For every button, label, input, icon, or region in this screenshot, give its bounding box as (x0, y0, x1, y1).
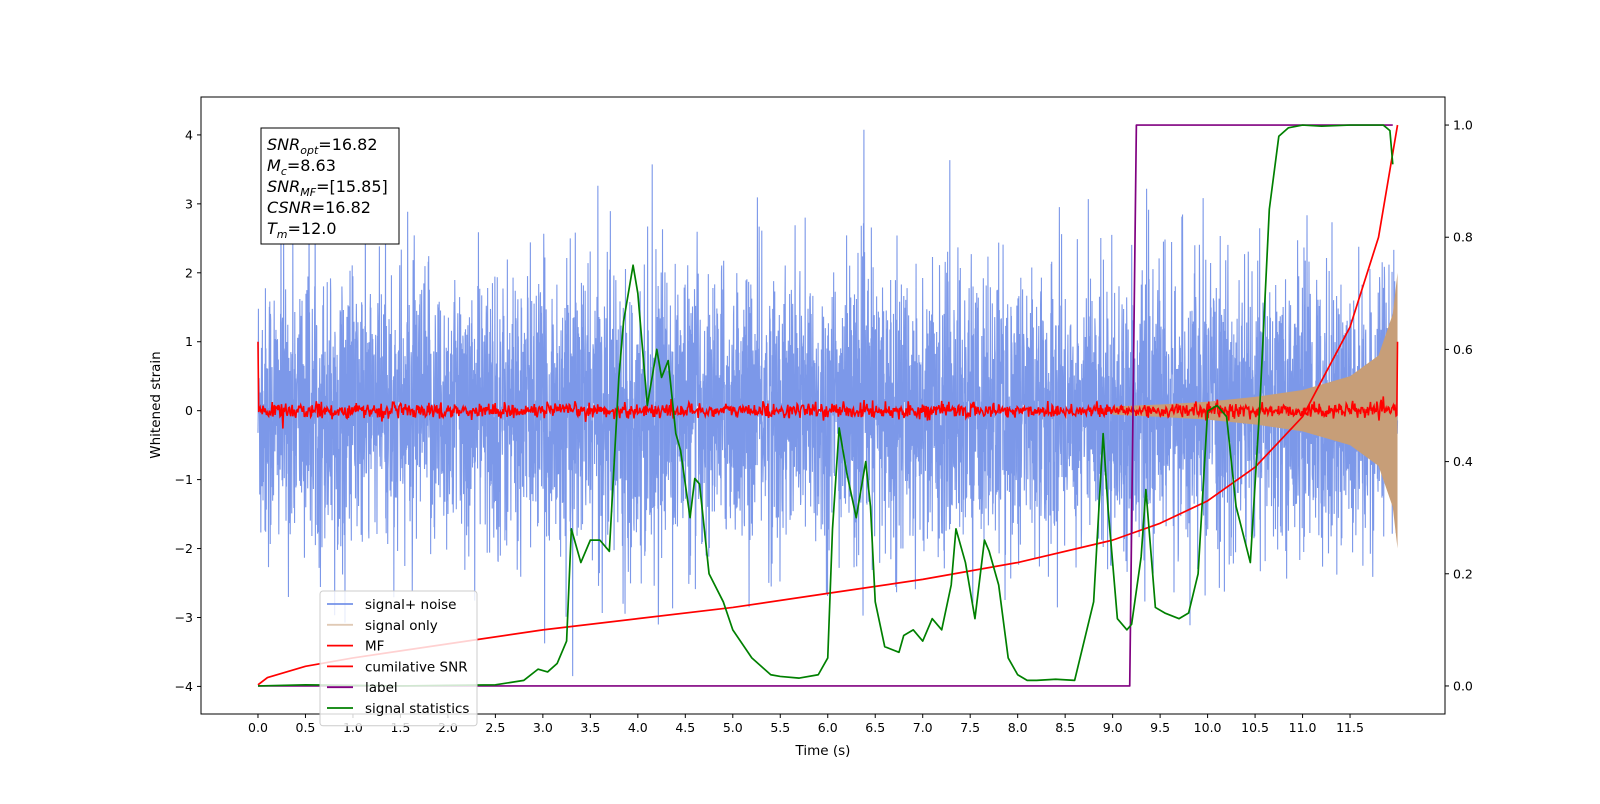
x-tick-label: 4.0 (628, 720, 648, 735)
x-tick-label: 3.0 (533, 720, 553, 735)
x-tick-label: 5.0 (723, 720, 743, 735)
y-tick-label: −3 (175, 610, 193, 625)
annotation-box-frame (260, 127, 400, 245)
plot-frame (200, 96, 1446, 715)
annotation-line: SNRopt=16.82 (267, 135, 378, 157)
x-tick-label: 9.0 (1103, 720, 1123, 735)
y-tick-label: −1 (175, 472, 193, 487)
annotation-line: SNRMF=[15.85] (267, 177, 388, 199)
y-tick-label: 0 (185, 403, 193, 418)
series-signal-noise-line (257, 129, 1399, 677)
y2-tick-label: 0.8 (1453, 230, 1473, 245)
x-tick-label: 4.5 (675, 720, 695, 735)
x-tick-label: 6.5 (865, 720, 885, 735)
series-signal-only-band (1112, 272, 1398, 549)
y-tick-label: −2 (175, 541, 193, 556)
x-tick-label: 11.5 (1336, 720, 1364, 735)
x-tick-label: 7.5 (960, 720, 980, 735)
x-tick-label: 7.0 (913, 720, 933, 735)
legend-label: MF (365, 639, 384, 655)
x-tick-label: 3.5 (580, 720, 600, 735)
x-tick-label: 10.5 (1241, 720, 1269, 735)
y2-tick-label: 0.6 (1453, 342, 1473, 357)
x-tick-label: 6.0 (818, 720, 838, 735)
y-tick-label: −4 (175, 679, 193, 694)
y-tick-label: 1 (185, 334, 193, 349)
y2-tick-label: 0.2 (1453, 566, 1473, 581)
annotation-line: Mc=8.63 (267, 156, 336, 178)
y2-tick-label: 1.0 (1453, 118, 1473, 133)
y-axis: −4 −3 −2 −1 0 1 2 3 4 (175, 127, 201, 694)
legend-label: label (365, 680, 398, 696)
y-tick-label: 4 (185, 127, 193, 142)
legend-label: cumilative SNR (365, 659, 468, 675)
x-tick-label: 8.5 (1055, 720, 1075, 735)
series-mf-line (257, 341, 1399, 429)
y2-tick-label: 0.0 (1453, 678, 1473, 693)
legend-frame (319, 590, 478, 727)
annotation-box: SNRopt=16.82Mc=8.63SNRMF=[15.85]CSNR=16.… (260, 127, 400, 245)
x-tick-label: 0.5 (296, 720, 316, 735)
legend-label: signal statistics (365, 701, 469, 717)
y-axis-label: Whitened strain (148, 351, 164, 458)
series-signal-statistics-line (257, 124, 1394, 687)
y2-tick-label: 0.4 (1453, 454, 1473, 469)
legend-label: signal+ noise (365, 597, 456, 613)
legend-label: signal only (365, 618, 438, 634)
legend: signal+ noise signal only MF cumilative SNR… (319, 590, 478, 727)
series-label-line (257, 124, 1393, 687)
annotation-line: Tm=12.0 (267, 219, 337, 241)
x-tick-label: 11.0 (1289, 720, 1317, 735)
x-tick-label: 9.5 (1150, 720, 1170, 735)
y-tick-label: 2 (185, 265, 193, 280)
x-axis-label: Time (s) (795, 743, 851, 759)
x-tick-label: 2.5 (485, 720, 505, 735)
x-tick-label: 5.5 (770, 720, 790, 735)
x-tick-label: 0.0 (248, 720, 268, 735)
y2-axis: 0.0 0.2 0.4 0.6 0.8 1.0 (1445, 118, 1473, 693)
x-tick-label: 10.0 (1194, 720, 1222, 735)
x-tick-label: 8.0 (1008, 720, 1028, 735)
annotation-line: CSNR=16.82 (267, 198, 371, 217)
y-tick-label: 3 (185, 196, 193, 211)
